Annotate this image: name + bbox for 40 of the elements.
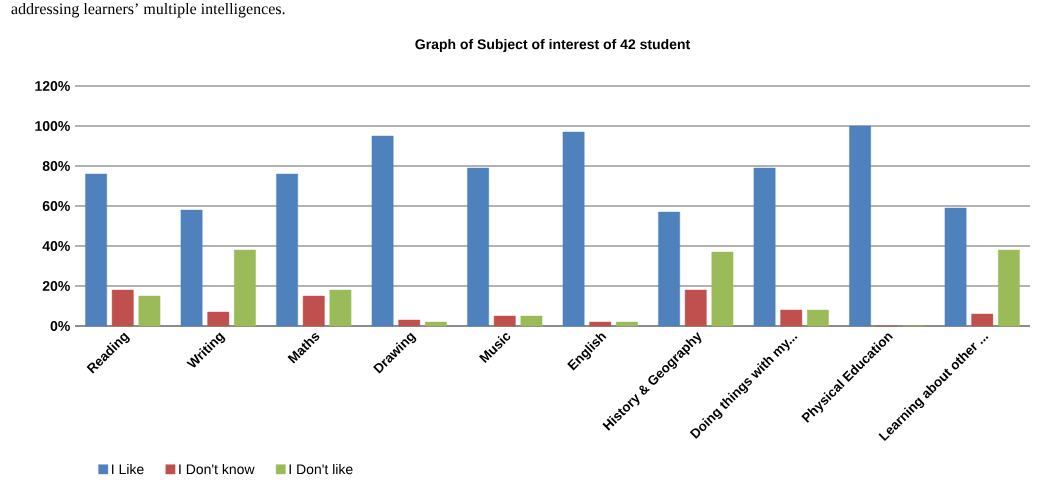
- bar: [684, 289, 707, 327]
- bar: [753, 167, 776, 327]
- bar: [780, 309, 803, 327]
- bar: [589, 321, 612, 327]
- bar: [971, 313, 994, 327]
- bar: [467, 167, 489, 327]
- legend-label: I Like: [112, 463, 144, 475]
- bar: [944, 207, 967, 327]
- text: addressing learners’ multiple intelligences.: [11, 2, 285, 18]
- bar: [616, 321, 638, 327]
- bar: [111, 289, 134, 327]
- bar: [658, 211, 680, 327]
- y-tick-label: 120%: [35, 81, 70, 91]
- bar: [711, 251, 734, 327]
- bar: [807, 309, 829, 327]
- bar: [85, 173, 107, 327]
- bar: [138, 295, 161, 327]
- bar: [398, 319, 421, 327]
- bar: [276, 173, 298, 327]
- bar: [207, 311, 230, 327]
- bar: [998, 249, 1020, 327]
- bar: [849, 125, 871, 327]
- bar: [425, 321, 447, 327]
- y-tick-label: 100%: [35, 121, 70, 131]
- y-tick-label: 80%: [42, 161, 70, 171]
- bar: [234, 249, 256, 327]
- bar: [371, 135, 394, 327]
- y-tick-label: 20%: [42, 281, 70, 291]
- bar: [302, 295, 325, 327]
- chart-title: Graph of Subject of interest of 42 student: [415, 38, 690, 52]
- legend-label: I Don't know: [179, 463, 255, 475]
- bar: [180, 209, 203, 327]
- bar: [562, 131, 585, 327]
- y-tick-label: 40%: [42, 241, 70, 251]
- bar: [329, 289, 352, 327]
- bar: [520, 315, 543, 327]
- y-tick-label: 0%: [50, 321, 70, 331]
- legend-label: I Don't like: [289, 463, 353, 475]
- y-tick-label: 60%: [42, 201, 70, 211]
- bar: [493, 315, 516, 327]
